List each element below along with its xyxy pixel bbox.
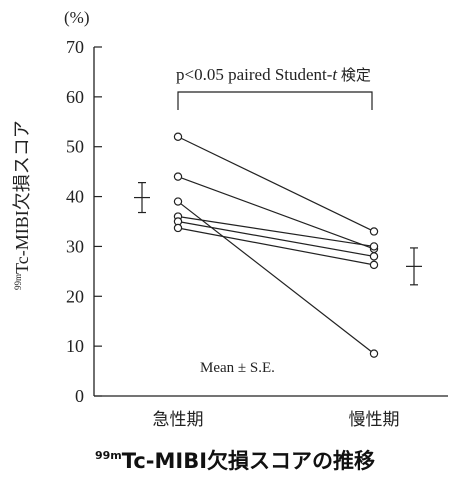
subject-point (369, 242, 379, 251)
x-tick-label: 慢性期 (349, 409, 400, 429)
y-tick-label: 60 (66, 87, 84, 107)
subject-line (177, 227, 375, 266)
svg-text:99mTc-MIBI欠損スコア: 99mTc-MIBI欠損スコア (12, 120, 32, 290)
subject-line (177, 201, 375, 355)
figure-caption: 99mTc-MIBI欠損スコアの推移 (95, 449, 375, 473)
y-axis-label: 99mTc-MIBI欠損スコア (12, 120, 32, 290)
significance-label: p<0.05 paired Student-t 検定 (176, 65, 371, 84)
caption-superscript: 99m (95, 449, 122, 462)
x-tick-label: 急性期 (153, 410, 204, 429)
significance-bracket (177, 91, 373, 110)
subject-point (369, 349, 379, 358)
subject-point (369, 227, 379, 236)
subject-line (177, 176, 375, 250)
subject-point (173, 197, 183, 206)
x-ticks: 急性期 慢性期 (153, 409, 400, 429)
subject-point (173, 132, 183, 141)
y-ticks: 0 10 20 30 40 50 60 70 (66, 37, 102, 406)
caption-main: Tc-MIBI欠損スコアの推移 (122, 449, 375, 473)
y-tick-label: 40 (66, 187, 84, 207)
y-tick-label: 50 (66, 137, 84, 157)
subject-point (369, 260, 379, 270)
y-tick-label: 10 (66, 336, 84, 356)
significance-suffix: 検定 (337, 67, 371, 84)
y-tick-label: 70 (66, 37, 84, 57)
error-bars (134, 182, 422, 286)
y-tick-label: 20 (66, 286, 84, 306)
subject-lines (177, 136, 375, 355)
significance-italic-t: t (332, 65, 338, 84)
subject-points (173, 132, 379, 358)
subject-point (369, 252, 379, 261)
subject-line (177, 215, 375, 248)
significance-text: p<0.05 paired Student- (176, 65, 333, 84)
mean-se-annotation: Mean ± S.E. (200, 360, 275, 376)
subject-line (177, 220, 375, 257)
y-axis-label-superscript: 99m (13, 274, 23, 290)
y-tick-label: 0 (75, 386, 84, 406)
unit-label: (%) (64, 8, 89, 27)
subject-point (173, 172, 183, 181)
subject-line (177, 136, 375, 233)
y-tick-label: 30 (66, 236, 84, 256)
y-axis-label-main: Tc-MIBI欠損スコア (12, 120, 32, 274)
subject-point (173, 223, 183, 233)
